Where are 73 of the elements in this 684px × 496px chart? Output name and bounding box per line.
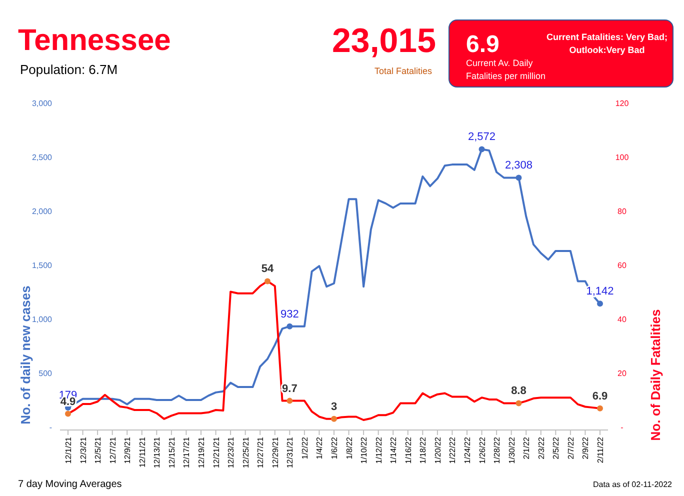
x-tick-label: 12/25/21: [241, 436, 250, 468]
y2-tick-label: 120: [615, 99, 630, 108]
x-tick-label: 12/21/21: [212, 436, 221, 468]
y-tick-label: 1,000: [32, 315, 53, 324]
x-tick-label: 12/1/21: [64, 436, 73, 464]
x-tick-label: 2/1/22: [522, 436, 532, 460]
x-tick-label: 2/11/22: [596, 436, 605, 464]
y-axis-title: No. of daily new cases: [18, 286, 33, 424]
text: Total Fatalities: [374, 66, 432, 76]
x-tick-label: 2/5/22: [552, 436, 561, 460]
point: [286, 323, 293, 330]
y2-tick-label: -: [620, 423, 624, 432]
x-tick-label: 1/10/22: [360, 436, 369, 464]
x-tick-label: 12/11/21: [138, 436, 147, 468]
data-label: 8.8: [511, 385, 526, 398]
x-tick-label: 1/20/22: [433, 436, 442, 464]
y-tick-label: 2,500: [32, 153, 53, 162]
x-tick-label: 1/8/22: [344, 436, 354, 460]
x-tick-label: 12/9/21: [123, 436, 132, 464]
x-tick-label: 12/3/21: [78, 436, 88, 464]
y-tick-label: 3,000: [32, 99, 53, 108]
x-tick-label: 1/12/22: [374, 436, 384, 464]
text: Current Fatalities: Very Bad; Outlook:Very Bad: [546, 32, 668, 55]
data-label: 932: [280, 308, 299, 320]
x-tick-label: 12/19/21: [197, 436, 206, 468]
x-tick-label: 12/31/21: [286, 436, 295, 468]
data-label: 54: [261, 263, 274, 276]
y-tick-label: 1,500: [32, 261, 53, 270]
x-tick-label: 1/30/22: [507, 436, 516, 464]
x-tick-label: 1/22/22: [448, 436, 458, 464]
y2-tick-label: 100: [615, 153, 630, 162]
x-tick-label: 2/3/22: [536, 436, 546, 460]
data-label: 2,572: [468, 131, 496, 144]
point: [478, 146, 485, 152]
x-tick-label: 1/6/22: [330, 436, 339, 460]
x-tick-label: 1/28/22: [492, 436, 502, 464]
x-tick-label: 2/7/22: [566, 436, 576, 460]
y2-tick-label: 80: [618, 207, 627, 216]
y-tick-label: -: [49, 423, 52, 432]
x-tick-label: 1/4/22: [315, 436, 324, 460]
x-tick-label: 12/5/21: [94, 436, 103, 464]
x-tick-label: 1/16/22: [404, 436, 413, 464]
y2-tick-label: 20: [618, 369, 627, 378]
text: Data as of 02-11-2022: [592, 480, 673, 489]
x-tick-label: 1/24/22: [463, 436, 472, 464]
x-tick-label: 12/29/21: [270, 436, 280, 468]
y2-axis-title: No. of Daily Fatalities: [648, 309, 663, 441]
text: 7 day Moving Averages: [18, 479, 122, 490]
x-tick-label: 12/13/21: [152, 436, 162, 468]
chart-subtitle: Population: 6.7M: [20, 62, 118, 77]
x-tick-label: 1/2/22: [300, 436, 310, 460]
x-tick-label: 12/7/21: [108, 436, 118, 464]
point: [516, 174, 522, 181]
text: 23,015: [332, 22, 436, 60]
x-tick-label: 2/9/22: [581, 436, 590, 460]
x-tick-label: 12/17/21: [182, 436, 192, 468]
data-label: 6.9: [592, 390, 608, 402]
x-tick-label: 12/15/21: [167, 436, 176, 468]
y-tick-label: 500: [38, 369, 53, 378]
x-tick-label: 1/18/22: [418, 436, 428, 464]
text: 6.9: [466, 31, 500, 58]
x-tick-label: 12/27/21: [256, 436, 266, 468]
chart-title: Tennessee: [18, 24, 171, 57]
y2-tick-label: 60: [618, 261, 627, 270]
data-label: 3: [330, 400, 338, 413]
y2-tick-label: 40: [618, 315, 627, 324]
x-tick-label: 12/23/21: [226, 436, 236, 468]
y-tick-label: 2,000: [32, 207, 53, 216]
x-tick-label: 1/14/22: [389, 436, 398, 464]
data-label: 2,308: [504, 160, 532, 172]
x-tick-label: 1/26/22: [478, 436, 487, 464]
text: Current Av. Daily Fatalities per million: [466, 58, 546, 81]
point: [597, 300, 603, 307]
